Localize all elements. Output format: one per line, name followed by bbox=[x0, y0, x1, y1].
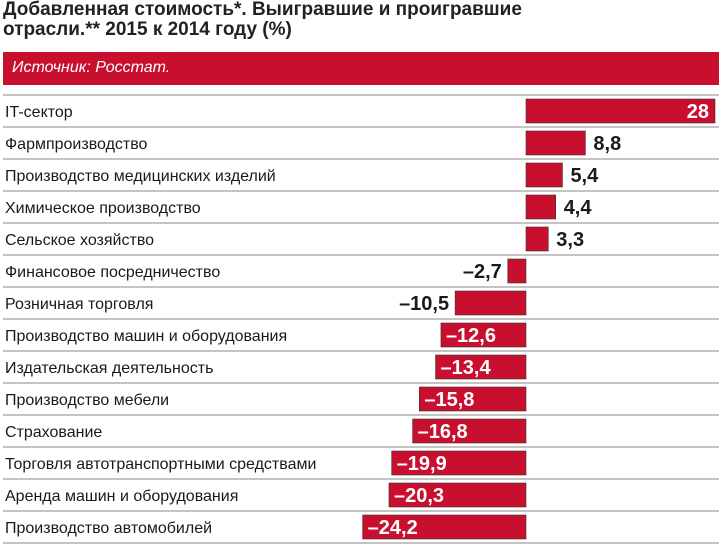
category-label: IT-сектор bbox=[5, 104, 73, 121]
category-label: Химическое производство bbox=[5, 200, 201, 217]
value-label: –20,3 bbox=[394, 485, 444, 507]
bar bbox=[525, 162, 563, 188]
chart-title: Добавленная стоимость*. Выигравшие и про… bbox=[3, 0, 719, 40]
category-label: Фармпроизводство bbox=[5, 136, 148, 153]
category-label: Производство автомобилей bbox=[5, 520, 212, 537]
value-label: 3,3 bbox=[556, 229, 584, 251]
category-label: Страхование bbox=[5, 424, 102, 441]
bar bbox=[362, 514, 527, 540]
category-label: Издательская деятельность bbox=[5, 360, 213, 377]
bar bbox=[454, 290, 527, 316]
value-label: –2,7 bbox=[463, 261, 502, 283]
source-text: Источник: Росстат. bbox=[12, 59, 171, 76]
bar bbox=[525, 130, 586, 156]
category-label: Производство мебели bbox=[5, 392, 169, 409]
category-label: Розничная торговля bbox=[5, 296, 153, 313]
source-banner: Источник: Росстат. bbox=[3, 52, 719, 85]
category-label: Сельское хозяйство bbox=[5, 232, 154, 249]
bar bbox=[419, 386, 527, 412]
bar bbox=[507, 258, 527, 284]
bar bbox=[525, 194, 557, 220]
value-label: 28 bbox=[687, 101, 709, 123]
category-label: Производство медицинских изделий bbox=[5, 168, 276, 185]
value-label: –12,6 bbox=[446, 325, 496, 347]
value-label: 5,4 bbox=[570, 165, 599, 187]
category-label: Торговля автотранспортными средствами bbox=[5, 456, 316, 473]
chart-title-line-2: отрасли.** 2015 к 2014 году (%) bbox=[3, 19, 292, 40]
bar bbox=[440, 322, 527, 348]
value-label: –13,4 bbox=[441, 357, 492, 379]
value-label: –16,8 bbox=[418, 421, 468, 443]
category-label: Производство машин и оборудования bbox=[5, 328, 287, 345]
value-label: 4,4 bbox=[564, 197, 593, 219]
bar bbox=[435, 354, 527, 380]
value-label: –15,8 bbox=[424, 389, 474, 411]
bar bbox=[525, 98, 716, 124]
bar bbox=[412, 418, 527, 444]
category-label: Финансовое посредничество bbox=[5, 264, 220, 281]
value-label: 8,8 bbox=[593, 133, 621, 155]
chart-title-line-1: Добавленная стоимость*. Выигравшие и про… bbox=[3, 0, 522, 20]
bar bbox=[388, 482, 527, 508]
bar bbox=[525, 226, 549, 252]
value-label: –24,2 bbox=[368, 517, 418, 539]
value-label: –19,9 bbox=[397, 453, 447, 475]
value-label: –10,5 bbox=[399, 293, 449, 315]
category-label: Аренда машин и оборудования bbox=[5, 488, 238, 505]
bar bbox=[391, 450, 527, 476]
